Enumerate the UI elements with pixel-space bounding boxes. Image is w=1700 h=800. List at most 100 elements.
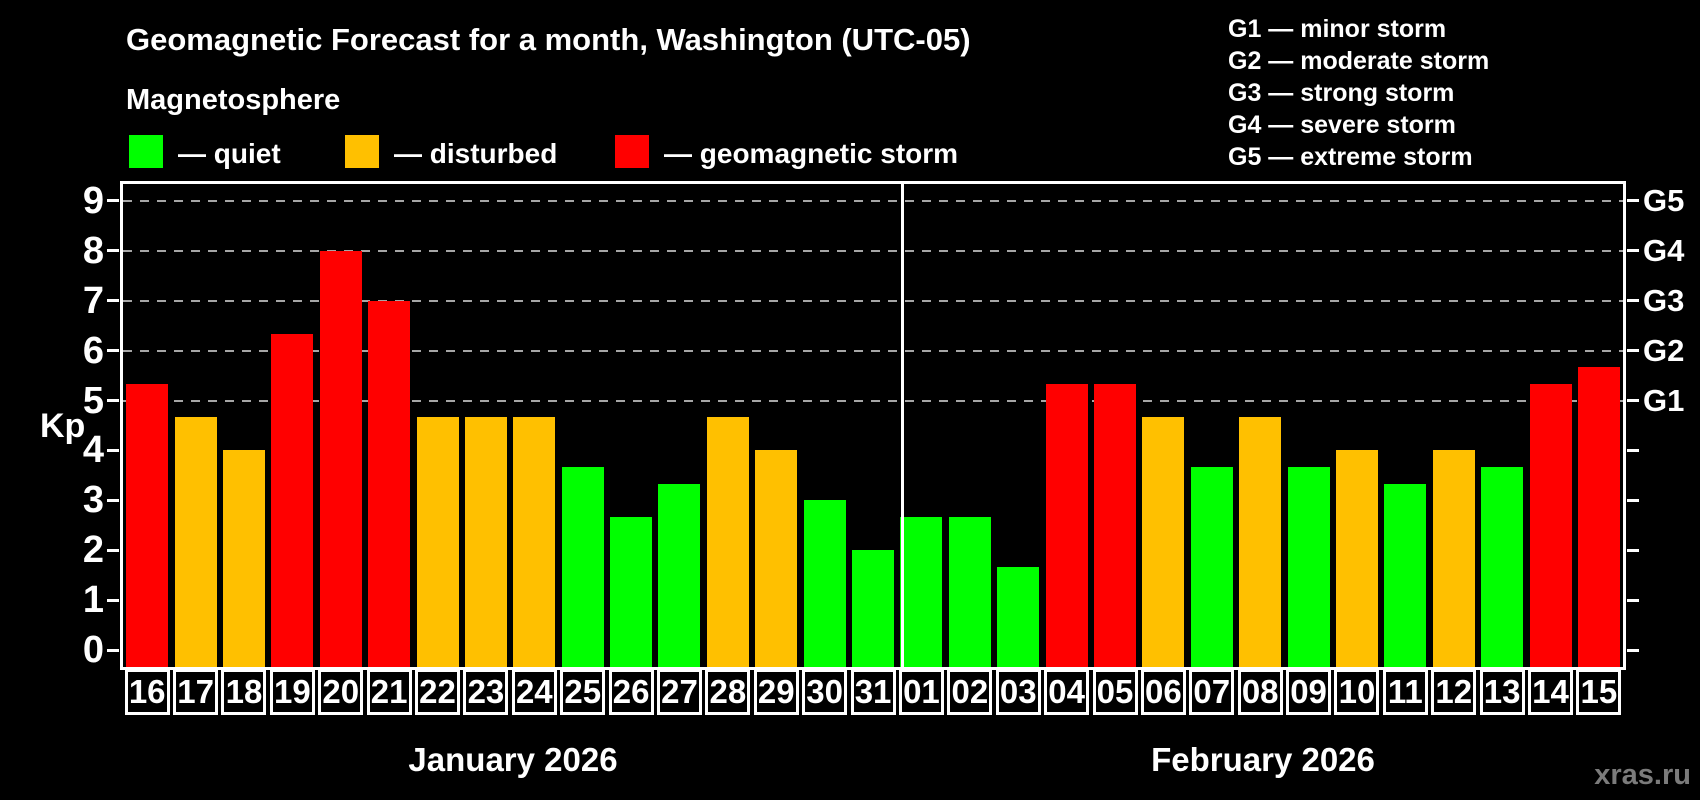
kp-bar-day-24 (513, 417, 556, 667)
bar-slot (1139, 184, 1187, 667)
day-slot: 01 (897, 669, 945, 716)
y-axis-tick (107, 448, 119, 452)
day-axis: 16 17 18 19 20 21 22 23 24 25 26 27 28 29 30 31 01 02 03 04… (123, 669, 1623, 716)
kp-bar-day-08 (1239, 417, 1282, 667)
y-axis-tick-label: 6 (82, 329, 104, 372)
g-scale-axis-label-g4: G4 (1643, 232, 1685, 268)
g-scale-legend-line: G2 — moderate storm (1228, 47, 1490, 75)
day-slot: 11 (1381, 669, 1429, 716)
y-axis-tick-label: 4 (82, 429, 104, 472)
right-axis-tick (1627, 548, 1639, 552)
day-slot: 02 (946, 669, 994, 716)
kp-bar-day-06 (1142, 417, 1185, 667)
day-label: 28 (705, 669, 751, 715)
month-label-january: January 2026 (408, 741, 618, 778)
kp-bar-day-29 (755, 450, 798, 667)
bar-slot (123, 184, 171, 667)
day-label: 20 (318, 669, 364, 715)
day-label: 17 (173, 669, 219, 715)
bar-slot (220, 184, 268, 667)
kp-bar-day-04 (1045, 384, 1088, 667)
day-label: 02 (947, 669, 993, 715)
y-axis-tick (107, 648, 119, 652)
right-axis-tick (1627, 349, 1639, 353)
day-label: 30 (802, 669, 848, 715)
bar-slot (462, 184, 510, 667)
kp-bar-day-25 (561, 467, 604, 667)
day-label: 14 (1528, 669, 1574, 715)
y-axis-tick-label: 8 (82, 229, 104, 272)
day-label: 29 (753, 669, 799, 715)
day-label: 08 (1237, 669, 1283, 715)
bar-slot (317, 184, 365, 667)
y-axis-tick-label: 5 (82, 379, 104, 422)
bar-slot (607, 184, 655, 667)
right-axis-tick (1627, 648, 1639, 652)
day-label: 24 (511, 669, 557, 715)
g-scale-axis-label-g2: G2 (1643, 332, 1685, 368)
bar-slot (365, 184, 413, 667)
kp-bar-day-15 (1577, 367, 1620, 667)
day-label: 06 (1140, 669, 1186, 715)
bar-slot (1526, 184, 1574, 667)
day-slot: 19 (268, 669, 316, 716)
kp-bar-day-20 (319, 251, 362, 667)
kp-bar-day-28 (706, 417, 749, 667)
y-axis-tick (107, 399, 119, 402)
bar-slot (1091, 184, 1139, 667)
day-slot: 09 (1284, 669, 1332, 716)
gridline-kp-5 (123, 399, 1623, 402)
bar-slot (849, 184, 897, 667)
y-axis-tick-label: 7 (82, 279, 104, 322)
day-label: 23 (463, 669, 509, 715)
kp-bar-day-18 (222, 450, 265, 667)
legend-label-disturbed: — disturbed (394, 138, 558, 169)
plot-area (123, 184, 1623, 667)
bar-slot (994, 184, 1042, 667)
day-slot: 06 (1139, 669, 1187, 716)
bar-slot (1236, 184, 1284, 667)
bar-slot (1575, 184, 1623, 667)
day-label: 07 (1189, 669, 1235, 715)
kp-bar-day-11 (1384, 484, 1427, 667)
day-slot: 20 (317, 669, 365, 716)
day-label: 05 (1092, 669, 1138, 715)
day-slot: 28 (704, 669, 752, 716)
y-axis-tick (107, 498, 119, 502)
day-slot: 14 (1526, 669, 1574, 716)
legend-label-storm: — geomagnetic storm (664, 138, 959, 169)
bar-slot (655, 184, 703, 667)
day-label: 15 (1576, 669, 1622, 715)
g-scale-axis-label-g3: G3 (1643, 282, 1685, 318)
y-axis-tick (107, 249, 119, 253)
day-label: 03 (995, 669, 1041, 715)
day-label: 12 (1431, 669, 1477, 715)
g-scale-legend-line: G1 — minor storm (1228, 15, 1447, 43)
legend-swatch-quiet (129, 135, 163, 168)
day-slot: 10 (1333, 669, 1381, 716)
y-axis-tick (107, 199, 119, 203)
y-axis-tick-label: 0 (82, 629, 104, 671)
g-scale-axis-label-g5: G5 (1643, 182, 1685, 218)
kp-bar-day-16 (126, 384, 169, 667)
legend-swatch-storm (615, 135, 649, 168)
right-axis-tick (1627, 249, 1639, 253)
month-separator-line (901, 184, 904, 667)
bar-slot (1478, 184, 1526, 667)
day-label: 26 (608, 669, 654, 715)
day-label: 21 (366, 669, 412, 715)
kp-bar-day-02 (948, 517, 991, 667)
bar-slot (510, 184, 558, 667)
gridline-kp-6 (123, 349, 1623, 352)
day-slot: 23 (462, 669, 510, 716)
day-slot: 12 (1430, 669, 1478, 716)
kp-bar-day-22 (416, 417, 459, 667)
day-label: 25 (560, 669, 606, 715)
day-slot: 25 (559, 669, 607, 716)
kp-bar-day-19 (271, 334, 314, 667)
right-axis-tick (1627, 498, 1639, 502)
bar-slot (1284, 184, 1332, 667)
bar-slot (171, 184, 219, 667)
bar-slot (413, 184, 461, 667)
y-axis-tick-label: 9 (82, 179, 104, 222)
